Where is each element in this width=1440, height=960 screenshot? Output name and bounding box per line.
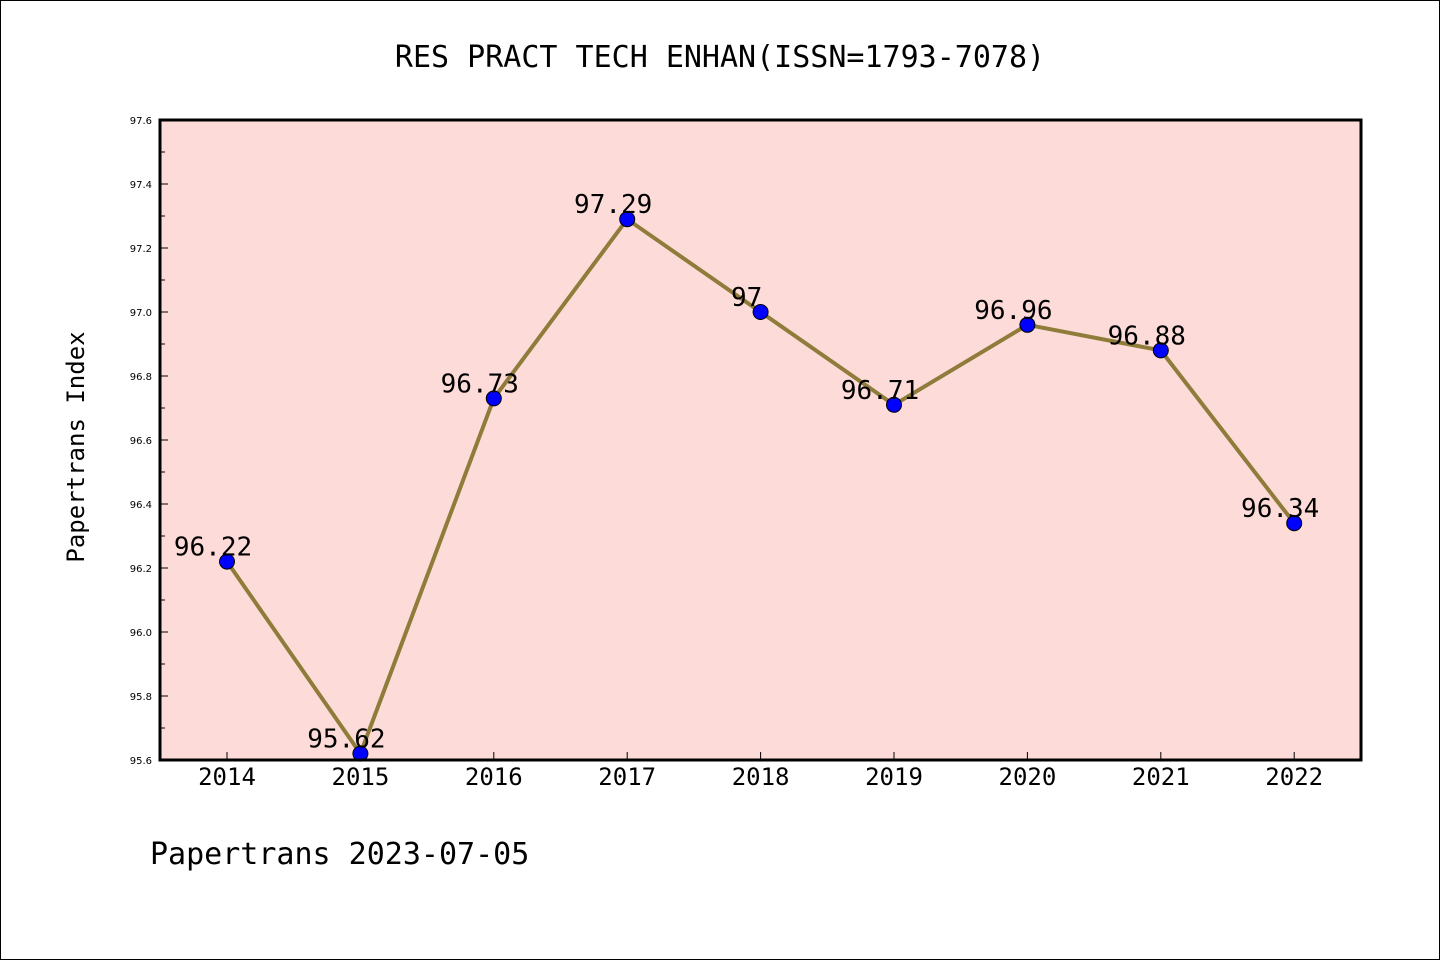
y-tick-label: 96.6 xyxy=(130,436,152,447)
x-tick-label: 2021 xyxy=(1132,763,1190,791)
data-point xyxy=(619,211,636,228)
data-label: 96.88 xyxy=(1108,321,1186,351)
chart-title: RES PRACT TECH ENHAN(ISSN=1793-7078) xyxy=(395,40,1045,75)
y-tick-label: 97.6 xyxy=(130,116,152,127)
data-label: 96.34 xyxy=(1241,494,1319,524)
data-label: 96.22 xyxy=(174,533,252,563)
y-tick-label: 96.8 xyxy=(130,372,152,383)
x-axis-ticks: 2014 2015 2016 2017 2018 2019 2020 2021 2022 xyxy=(198,752,1323,791)
x-tick-label: 2022 xyxy=(1265,763,1323,791)
data-label: 97 xyxy=(731,283,762,313)
data-label: 96.71 xyxy=(841,376,919,406)
data-point xyxy=(752,304,769,320)
y-tick-label: 97.2 xyxy=(130,244,152,255)
y-tick-label: 95.8 xyxy=(130,692,152,703)
y-tick-label: 95.6 xyxy=(130,756,152,767)
x-tick-label: 2019 xyxy=(865,763,923,791)
y-tick-label: 97.4 xyxy=(130,180,152,191)
y-tick-label: 96.0 xyxy=(130,628,152,639)
data-label: 97.29 xyxy=(574,190,652,220)
x-tick-label: 2017 xyxy=(598,763,656,791)
data-point xyxy=(1019,316,1036,333)
data-point xyxy=(485,390,502,407)
data-label: 95.62 xyxy=(307,725,385,755)
data-point xyxy=(1286,515,1303,532)
x-tick-label: 2015 xyxy=(332,763,390,791)
x-tick-label: 2018 xyxy=(732,763,790,791)
x-tick-label: 2016 xyxy=(465,763,523,791)
data-label-layer: 96.22 95.62 96.73 97.29 97 96.71 96.96 96.88 96.… xyxy=(174,190,1319,754)
y-tick-label: 96.2 xyxy=(130,564,152,575)
data-point xyxy=(219,553,235,570)
x-tick-label: 2014 xyxy=(198,763,256,791)
y-tick-label: 97.0 xyxy=(130,308,152,319)
chart-footer: Papertrans 2023-07-05 xyxy=(150,837,529,872)
data-label: 96.96 xyxy=(974,296,1052,326)
plot-area xyxy=(160,120,1361,760)
series-marker-layer xyxy=(219,211,1303,762)
x-tick-label: 2020 xyxy=(999,763,1057,791)
y-axis-ticks: 95.6 95.8 96.0 96.2 96.4 96.6 96.8 97.0 97.2 97.4… xyxy=(130,116,168,767)
plot-border xyxy=(158,118,1363,762)
y-axis-label: Papertrans Index xyxy=(62,331,90,562)
data-label: 96.73 xyxy=(441,369,519,399)
y-tick-label: 96.4 xyxy=(130,500,152,511)
data-point xyxy=(1152,342,1169,359)
data-point xyxy=(886,396,902,413)
